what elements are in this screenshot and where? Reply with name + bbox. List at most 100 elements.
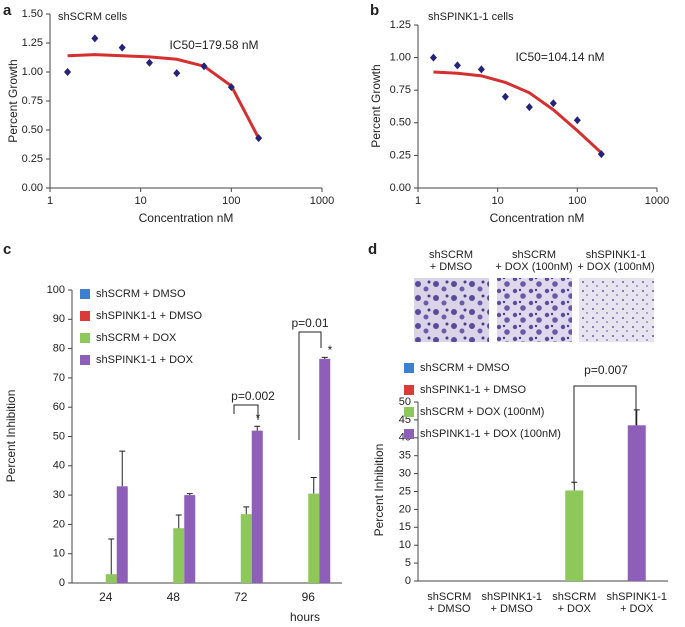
x-tick-label: 1 xyxy=(415,195,421,207)
y-tick-label: 100 xyxy=(47,284,65,296)
data-point xyxy=(145,58,153,67)
data-point xyxy=(227,83,235,92)
error-bar xyxy=(321,356,328,359)
x-tick-label: 1000 xyxy=(645,195,669,207)
x-axis-label: hours xyxy=(290,610,320,624)
y-tick-label: 20 xyxy=(399,503,411,515)
legend-swatch xyxy=(404,407,414,417)
annotation: IC50=179.58 nM xyxy=(169,38,258,52)
x-axis-label: Concentration nM xyxy=(139,211,234,225)
x-tick-label: + DMSO xyxy=(428,603,471,615)
x-tick-label: 100 xyxy=(568,195,586,207)
x-tick-label: + DOX xyxy=(620,603,654,615)
error-bar xyxy=(186,493,193,496)
error-bar xyxy=(108,538,115,575)
bar xyxy=(184,495,196,583)
y-axis-label: Percent Growth xyxy=(6,59,20,142)
y-tick-label: 1.25 xyxy=(22,37,43,49)
error-bar xyxy=(119,450,126,487)
x-tick-label: 1 xyxy=(47,195,53,207)
y-tick-label: 0.50 xyxy=(390,117,411,129)
image-caption: shSCRM xyxy=(512,249,556,261)
image-caption: + DMSO xyxy=(430,261,473,273)
data-point xyxy=(255,134,263,143)
y-tick-label: 0.50 xyxy=(22,124,43,136)
x-axis-label: Concentration nM xyxy=(490,211,585,225)
data-point xyxy=(200,62,208,71)
y-tick-label: 0.25 xyxy=(22,153,43,165)
y-tick-label: 30 xyxy=(53,489,65,501)
legend-label: shSPINK1-1 + DMSO xyxy=(96,310,203,322)
error-bar xyxy=(243,506,250,515)
y-tick-label: 35 xyxy=(399,450,411,462)
y-tick-label: 0.25 xyxy=(390,149,411,161)
image-caption: + DOX (100nM) xyxy=(577,261,654,273)
annotation: p=0.002 xyxy=(231,389,275,403)
y-tick-label: 0.75 xyxy=(22,95,43,107)
x-tick-label: 10 xyxy=(492,195,504,207)
x-tick-label: shSPINK1-1 xyxy=(481,591,542,603)
y-tick-label: 1.50 xyxy=(22,8,43,20)
panel-title: shSCRM cells xyxy=(58,11,128,23)
x-tick-label: 48 xyxy=(167,590,181,604)
x-tick-label: shSPINK1-1 xyxy=(606,591,667,603)
y-axis-label: Percent Inhibition xyxy=(372,444,386,537)
y-axis-label: Percent Inhibition xyxy=(4,390,18,483)
y-tick-label: 80 xyxy=(53,343,65,355)
legend-swatch xyxy=(404,429,414,439)
legend-label: shSCRM + DMSO xyxy=(96,288,186,300)
y-tick-label: 1.00 xyxy=(390,52,411,64)
y-tick-label: 0.75 xyxy=(390,84,411,96)
data-point xyxy=(525,103,533,112)
bar xyxy=(240,514,252,583)
x-tick-label: + DMSO xyxy=(491,603,534,615)
fit-curve xyxy=(433,70,603,154)
bar xyxy=(173,528,185,583)
data-point xyxy=(64,68,72,76)
y-tick-label: 15 xyxy=(399,521,411,533)
x-tick-label: 24 xyxy=(99,590,113,604)
data-point xyxy=(173,69,181,78)
significance-bracket xyxy=(233,404,259,420)
bar xyxy=(308,493,320,583)
y-tick-label: 0 xyxy=(405,575,411,587)
bar xyxy=(565,490,584,581)
legend-swatch xyxy=(80,333,90,343)
legend-label: shSPINK1-1 + DOX (100nM) xyxy=(420,428,561,440)
x-tick-label: 96 xyxy=(302,590,316,604)
legend-swatch xyxy=(80,289,90,299)
bar xyxy=(105,574,117,583)
micrograph xyxy=(414,278,489,342)
legend-swatch xyxy=(404,385,414,395)
bar xyxy=(319,358,331,583)
legend-label: shSCRM + DOX (100nM) xyxy=(420,406,544,418)
micrograph xyxy=(579,278,654,342)
data-point xyxy=(597,150,605,159)
data-point xyxy=(91,34,99,43)
error-bar xyxy=(571,481,578,491)
y-tick-label: 1.00 xyxy=(22,66,43,78)
data-point xyxy=(477,65,485,74)
data-point xyxy=(429,53,437,62)
annotation: p=0.007 xyxy=(584,363,628,377)
y-tick-label: 60 xyxy=(53,401,65,413)
legend-label: shSCRM + DMSO xyxy=(420,362,510,374)
y-tick-label: 0.00 xyxy=(390,182,411,194)
data-point xyxy=(501,92,509,101)
y-tick-label: 90 xyxy=(53,313,65,325)
bar xyxy=(627,425,646,581)
legend-label: shSCRM + DOX xyxy=(96,332,177,344)
panel-title: shSPINK1-1 cells xyxy=(428,11,514,23)
significance-bracket xyxy=(573,385,637,484)
x-tick-label: 72 xyxy=(234,590,248,604)
legend-swatch xyxy=(80,311,90,321)
panel-label: c xyxy=(3,241,11,258)
image-caption: + DOX (100nM) xyxy=(495,261,572,273)
error-bar xyxy=(254,425,261,431)
fit-curve xyxy=(67,53,260,139)
y-tick-label: 40 xyxy=(53,460,65,472)
legend-swatch xyxy=(80,355,90,365)
significance-bracket xyxy=(298,331,322,440)
y-tick-label: 10 xyxy=(53,548,65,560)
